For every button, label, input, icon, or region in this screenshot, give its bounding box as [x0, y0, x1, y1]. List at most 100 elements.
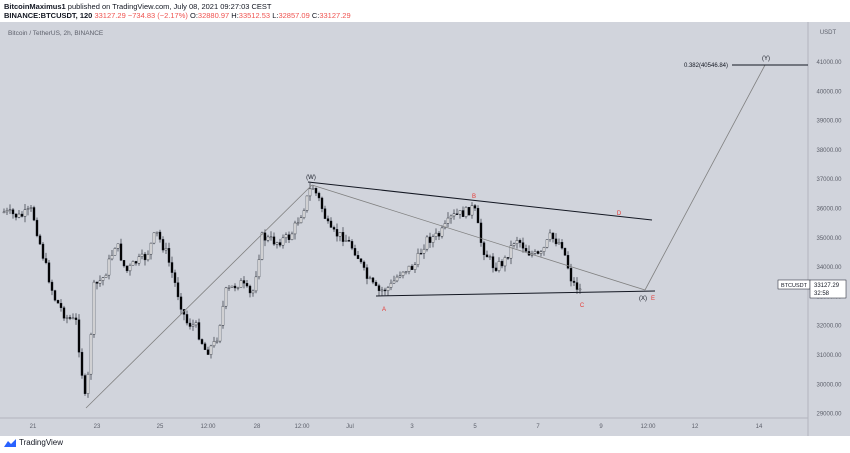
candle-body [83, 375, 87, 394]
candle-body [68, 317, 72, 319]
candle-body [275, 242, 279, 245]
candle-body [440, 227, 444, 237]
candle-body [434, 232, 438, 237]
candle-body [209, 345, 213, 355]
candle-body [560, 242, 564, 249]
candle-body [23, 209, 27, 217]
time-label: 3 [410, 424, 414, 430]
fib-label: 0.382(40546.84) [684, 63, 728, 69]
price-change: −734.83 (−2.17%) [127, 11, 188, 20]
candle-body [35, 219, 39, 237]
candle-body [254, 276, 258, 292]
candle-body [338, 232, 342, 237]
candle-body [350, 241, 354, 249]
candle-body [578, 288, 582, 291]
wave-label-c: C [580, 303, 585, 309]
price-chart[interactable]: (W) (X) (Y) A B C D E 0.382(40546.84) Bi… [0, 22, 850, 436]
candle-body [410, 265, 414, 270]
candle-body [266, 236, 270, 241]
candle-body [263, 232, 267, 241]
candle-body [113, 248, 117, 256]
tradingview-logo[interactable]: TradingView [4, 438, 63, 447]
high-label: H: [231, 11, 239, 20]
published-text: published on TradingView.com, July 08, 2… [65, 2, 272, 11]
price-axis[interactable]: 41000.00 40000.00 39000.00 38000.00 37000.00… [816, 60, 842, 418]
candle-body [287, 234, 291, 240]
candle-body [14, 213, 18, 218]
candle-body [86, 373, 90, 394]
candle-body [383, 289, 387, 292]
candle-body [248, 285, 252, 294]
candle-body [242, 280, 246, 284]
tradingview-brand: TradingView [19, 438, 64, 447]
candle-body [146, 253, 150, 261]
candle-body [38, 235, 42, 245]
candle-body [95, 281, 99, 284]
candle-body [62, 307, 66, 319]
candle-body [299, 217, 303, 224]
candle-body [239, 280, 243, 288]
candle-body [53, 290, 57, 301]
candle-body [305, 195, 309, 211]
candle-body [80, 351, 84, 376]
price-level-label: 34000.00 [816, 265, 842, 271]
ohlc-line: BINANCE:BTCUSDT, 120 33127.29 −734.83 (−… [4, 11, 351, 20]
candle-body [521, 242, 525, 249]
price-tag-countdown: 32:58 [814, 291, 830, 297]
candle-body [374, 281, 378, 286]
wave-label-d: D [617, 211, 622, 217]
candle-body [554, 238, 558, 245]
candle-body [188, 322, 192, 327]
close-label: C: [311, 11, 320, 20]
candle-body [359, 258, 363, 263]
candle-body [50, 281, 54, 291]
candle-body [233, 285, 237, 289]
candle-body [260, 232, 264, 260]
candle-body [101, 277, 105, 281]
candle-body [164, 248, 168, 251]
author-name[interactable]: BitcoinMaximus1 [4, 2, 66, 11]
tradingview-logo-icon [4, 438, 16, 447]
candles-group [2, 183, 582, 398]
candle-body [137, 256, 141, 264]
candle-body [56, 299, 60, 304]
time-axis[interactable]: 21 23 25 12:00 28 12:00 Jul 3 5 7 9 12:00 12 14 [30, 424, 763, 430]
candle-body [461, 210, 465, 217]
candle-body [539, 251, 543, 254]
candle-body [422, 248, 426, 254]
triangle-lower-trendline [375, 290, 656, 297]
candle-body [401, 271, 405, 276]
candle-body [332, 227, 336, 230]
candle-body [491, 256, 495, 269]
chart-legend: Bitcoin / TetherUS, 2h, BINANCE [8, 30, 104, 37]
candle-body [365, 267, 369, 279]
price-tag-value-box [809, 279, 847, 299]
candle-body [167, 248, 171, 263]
candle-body [458, 210, 462, 215]
wave-label-b: B [472, 194, 476, 200]
candle-body [161, 239, 165, 251]
candle-body [386, 287, 390, 292]
candle-body [71, 317, 75, 320]
low-label: L: [272, 11, 279, 20]
price-level-label: 35000.00 [816, 236, 842, 242]
candle-body [158, 231, 162, 240]
candle-body [464, 206, 468, 217]
candle-body [284, 234, 288, 239]
candle-body [11, 209, 15, 215]
price-level-label: 41000.00 [816, 60, 842, 66]
candle-body [203, 343, 207, 350]
candle-body [446, 217, 450, 224]
candle-body [59, 302, 63, 308]
candle-body [473, 205, 477, 209]
symbol-label: BINANCE:BTCUSDT, 120 [4, 11, 93, 20]
candle-body [308, 188, 312, 197]
candle-body [197, 322, 201, 340]
candle-body [506, 257, 510, 259]
projection-line-y [644, 64, 766, 291]
candle-body [407, 265, 411, 272]
candle-body [116, 243, 120, 249]
candle-body [32, 207, 36, 221]
chart-area[interactable]: (W) (X) (Y) A B C D E 0.382(40546.84) Bi… [0, 22, 850, 436]
candle-body [104, 274, 108, 278]
